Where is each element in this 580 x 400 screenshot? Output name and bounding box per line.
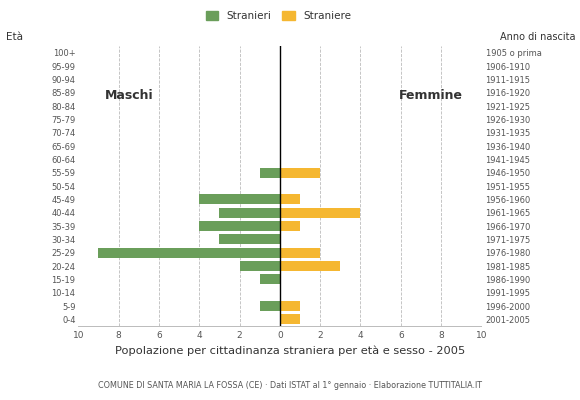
Bar <box>280 221 300 231</box>
Text: Maschi: Maschi <box>104 89 153 102</box>
Bar <box>200 194 280 204</box>
Bar <box>260 274 280 284</box>
Bar <box>260 301 280 311</box>
Bar <box>280 314 300 324</box>
Legend: Stranieri, Straniere: Stranieri, Straniere <box>202 7 355 26</box>
Bar <box>240 261 280 271</box>
Bar <box>280 248 320 258</box>
Text: Anno di nascita: Anno di nascita <box>501 32 576 42</box>
Text: Popolazione per cittadinanza straniera per età e sesso - 2005: Popolazione per cittadinanza straniera p… <box>115 346 465 356</box>
Bar <box>200 221 280 231</box>
Bar <box>99 248 280 258</box>
Bar <box>219 234 280 244</box>
Bar <box>260 168 280 178</box>
Bar <box>280 261 340 271</box>
Text: Età: Età <box>6 32 23 42</box>
Text: Femmine: Femmine <box>399 89 463 102</box>
Bar <box>280 208 361 218</box>
Bar <box>280 301 300 311</box>
Bar <box>219 208 280 218</box>
Bar <box>280 194 300 204</box>
Text: COMUNE DI SANTA MARIA LA FOSSA (CE) · Dati ISTAT al 1° gennaio · Elaborazione TU: COMUNE DI SANTA MARIA LA FOSSA (CE) · Da… <box>98 381 482 390</box>
Bar <box>280 168 320 178</box>
